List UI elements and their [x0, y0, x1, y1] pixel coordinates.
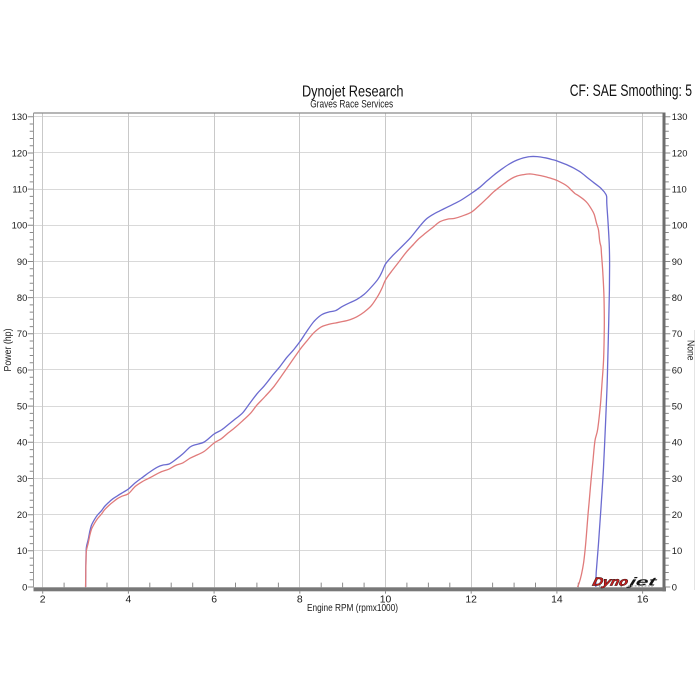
svg-text:100: 100: [12, 220, 28, 231]
svg-text:60: 60: [17, 364, 27, 375]
svg-text:20: 20: [672, 509, 682, 520]
svg-text:40: 40: [672, 437, 682, 448]
svg-text:100: 100: [672, 220, 688, 231]
svg-text:None: None: [684, 340, 695, 361]
svg-text:Dyno: Dyno: [591, 575, 629, 589]
svg-text:50: 50: [672, 400, 682, 411]
svg-text:130: 130: [672, 111, 688, 122]
svg-text:Graves Race Services: Graves Race Services: [310, 99, 393, 111]
svg-text:6: 6: [211, 594, 217, 605]
svg-text:80: 80: [17, 292, 27, 303]
svg-text:80: 80: [672, 292, 682, 303]
svg-text:16: 16: [637, 594, 649, 605]
svg-text:110: 110: [12, 183, 27, 194]
svg-text:20: 20: [17, 509, 27, 520]
svg-text:50: 50: [17, 400, 27, 411]
svg-text:14: 14: [551, 594, 563, 605]
svg-text:70: 70: [672, 328, 682, 339]
svg-text:90: 90: [17, 256, 27, 267]
svg-text:Power (hp): Power (hp): [3, 329, 14, 372]
svg-text:12: 12: [465, 594, 477, 605]
svg-text:Dynojet Research: Dynojet Research: [302, 84, 404, 101]
svg-text:Engine RPM (rpmx1000): Engine RPM (rpmx1000): [307, 603, 398, 614]
svg-text:110: 110: [672, 183, 687, 194]
svg-text:10: 10: [17, 545, 27, 556]
svg-text:10: 10: [380, 594, 392, 605]
svg-text:8: 8: [297, 594, 303, 605]
svg-text:10: 10: [672, 545, 682, 556]
svg-text:30: 30: [672, 473, 682, 484]
svg-text:4: 4: [126, 594, 132, 605]
svg-text:120: 120: [672, 147, 688, 158]
svg-text:70: 70: [17, 328, 27, 339]
svg-text:CF: SAE Smoothing: 5: CF: SAE Smoothing: 5: [570, 82, 692, 100]
svg-text:90: 90: [672, 256, 682, 267]
svg-text:jet: jet: [625, 575, 660, 589]
svg-text:120: 120: [12, 147, 28, 158]
svg-text:2: 2: [40, 594, 46, 605]
svg-text:30: 30: [17, 473, 27, 484]
svg-text:130: 130: [12, 111, 28, 122]
svg-text:40: 40: [17, 437, 27, 448]
svg-text:0: 0: [22, 581, 27, 592]
svg-text:60: 60: [672, 364, 682, 375]
svg-text:0: 0: [672, 581, 677, 592]
